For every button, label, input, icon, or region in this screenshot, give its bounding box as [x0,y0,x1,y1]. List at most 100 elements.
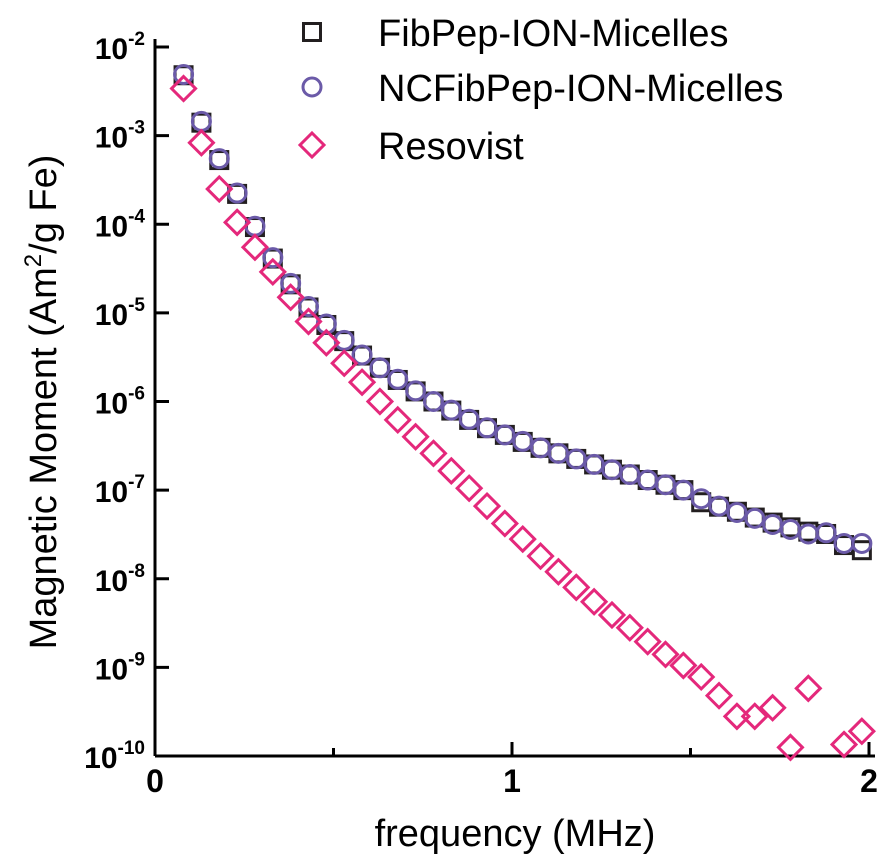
y-tick-base: 10 [95,565,128,598]
series-diamond [169,74,876,762]
y-tick-base: 10 [95,33,128,66]
data-point-circle [708,495,730,517]
data-point-diamond [437,456,466,485]
data-point-diamond [722,702,752,731]
data-point-circle [476,417,498,439]
y-tick-exponent: -7 [128,472,145,493]
data-point-diamond [829,730,859,759]
y-tick-exponent: -2 [128,29,145,50]
chart-legend: FibPep-ION-Micelles NCFibPep-ION-Micelles… [297,13,783,168]
data-point-circle [173,63,195,85]
data-point-diamond [579,587,609,616]
data-point-diamond [508,524,537,554]
data-point-diamond [312,328,341,357]
y-tick-exponent: -5 [128,295,145,316]
data-point-circle [619,464,641,486]
data-point-square [851,540,872,561]
data-point-diamond [222,208,252,237]
x-tick-label: 0 [146,763,164,799]
y-tick-base: 10 [95,476,128,509]
data-point-diamond [383,405,412,435]
y-tick-exponent: -4 [128,206,145,227]
data-point-diamond [526,542,555,571]
data-point-circle [387,368,409,390]
data-point-diamond [401,422,430,451]
data-point-diamond [669,651,698,680]
data-point-circle [280,272,302,294]
data-point-diamond [687,662,716,692]
y-tick-base: 10 [95,122,128,155]
data-point-circle [298,296,320,318]
x-tick-label: 1 [503,763,521,799]
y-tick-base: 10 [84,742,117,775]
data-point-diamond [205,174,234,204]
y-tick-exponent: -8 [128,561,145,582]
data-point-diamond [169,74,198,103]
y-tick-base: 10 [95,299,128,332]
y-tick-label: 10-4 [95,206,146,243]
data-point-diamond [615,613,644,642]
data-point-diamond [562,573,591,602]
y-tick-label: 10-9 [95,649,145,686]
data-point-diamond [776,733,805,762]
data-point-diamond [330,349,359,378]
x-axis-title: frequency (MHz) [375,813,656,855]
data-point-circle [458,408,480,430]
chart-axes [153,39,875,758]
data-point-diamond [847,717,876,746]
data-point-circle [422,391,444,412]
x-tick-label: 2 [860,763,878,799]
legend-label: NCFibPep-ION-Micelles [378,68,783,110]
y-tick-exponent: -6 [128,384,145,405]
data-point-diamond [240,233,270,262]
data-point-circle [690,488,712,510]
data-point-circle [601,459,623,481]
chart-marks [169,63,876,762]
data-point-circle [815,522,837,544]
data-point-diamond [544,557,573,586]
data-point-circle [655,474,677,496]
legend-label: Resovist [378,126,524,168]
data-point-diamond [187,128,216,157]
data-point-circle [369,357,391,379]
data-point-diamond [740,702,769,731]
data-point-circle [512,430,534,452]
y-tick-label: 10-6 [95,384,145,421]
data-point-circle [565,448,587,470]
data-point-circle [208,148,230,170]
data-point-circle [530,437,552,459]
data-point-diamond [365,387,395,416]
data-point-circle [726,501,748,523]
y-axis-title-main: Magnetic Moment (Am [23,267,65,649]
data-point-circle [744,507,766,529]
data-point-diamond [490,509,519,538]
legend-marker-circle [301,76,323,98]
data-point-diamond [704,681,734,710]
data-point-diamond [347,368,377,397]
data-point-diamond [597,600,627,630]
data-point-diamond [455,474,484,503]
data-point-circle [262,247,284,269]
y-tick-exponent: -9 [128,649,145,670]
y-tick-label: 10-2 [95,29,145,66]
data-point-diamond [758,693,787,722]
data-point-circle [583,453,605,475]
data-point-diamond [258,257,287,287]
y-tick-label: 10-7 [95,472,145,509]
data-point-diamond [276,283,305,312]
legend-label: FibPep-ION-Micelles [378,13,729,55]
data-point-circle [851,532,873,554]
y-tick-label: 10-5 [95,295,146,332]
y-tick-base: 10 [95,388,128,421]
data-point-circle [637,469,659,491]
data-point-diamond [472,491,502,521]
data-point-diamond [794,674,823,703]
data-point-diamond [633,627,662,656]
chart-tick-labels: 0 1 210-210-310-410-510-610-710-810-910-10 [84,29,878,799]
y-tick-label: 10-3 [95,118,145,155]
chart-ticks [153,45,871,758]
y-tick-base: 10 [95,653,128,686]
data-point-diamond [651,640,680,669]
data-point-circle [405,380,427,402]
